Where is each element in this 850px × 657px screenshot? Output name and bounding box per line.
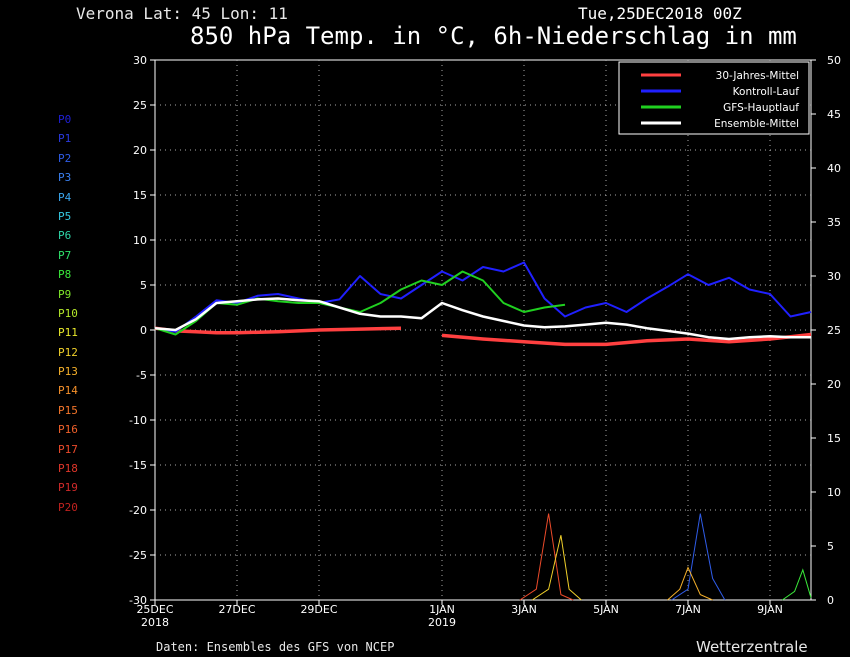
series-line-30-jahres-mittel <box>155 328 401 333</box>
precip-line-p8 <box>782 570 811 600</box>
y-right-tick-label: 20 <box>827 378 841 391</box>
y-left-tick-label: 30 <box>133 54 147 67</box>
y-left-tick-label: -15 <box>129 459 147 472</box>
data-source-note: Daten: Ensembles des GFS von NCEP <box>156 640 394 654</box>
x-tick-year-label: 2018 <box>141 616 169 629</box>
x-tick-label: 3JAN <box>511 603 537 616</box>
y-right-tick-label: 15 <box>827 432 841 445</box>
legend-label: Kontroll-Lauf <box>733 86 800 98</box>
x-tick-label: 5JAN <box>593 603 619 616</box>
x-tick-label: 1JAN <box>429 603 455 616</box>
y-right-tick-label: 10 <box>827 486 841 499</box>
y-left-tick-label: 0 <box>140 324 147 337</box>
y-right-tick-label: 25 <box>827 324 841 337</box>
series-line-kontroll-lauf <box>155 263 811 332</box>
y-left-tick-label: -10 <box>129 414 147 427</box>
brand-label: Wetterzentrale <box>696 638 808 656</box>
y-right-tick-label: 50 <box>827 54 841 67</box>
precip-line-p17 <box>520 514 573 600</box>
plot-frame <box>155 60 811 600</box>
y-right-tick-label: 30 <box>827 270 841 283</box>
y-left-tick-label: 25 <box>133 99 147 112</box>
precip-line-p2 <box>672 514 725 600</box>
y-right-tick-label: 5 <box>827 540 834 553</box>
x-tick-year-label: 2019 <box>428 616 456 629</box>
legend-label: 30-Jahres-Mittel <box>716 70 799 82</box>
x-tick-label: 29DEC <box>300 603 337 616</box>
y-left-tick-label: 5 <box>140 279 147 292</box>
legend-label: Ensemble-Mittel <box>714 118 799 130</box>
y-right-tick-label: 35 <box>827 216 841 229</box>
x-tick-label: 7JAN <box>675 603 701 616</box>
y-left-tick-label: 10 <box>133 234 147 247</box>
x-tick-label: 25DEC <box>136 603 173 616</box>
y-left-tick-label: -20 <box>129 504 147 517</box>
legend-label: GFS-Hauptlauf <box>723 102 799 114</box>
y-right-tick-label: 0 <box>827 594 834 607</box>
y-right-tick-label: 45 <box>827 108 841 121</box>
x-tick-label: 27DEC <box>218 603 255 616</box>
y-right-tick-label: 40 <box>827 162 841 175</box>
x-tick-label: 9JAN <box>757 603 783 616</box>
y-left-tick-label: 20 <box>133 144 147 157</box>
y-left-tick-label: -5 <box>136 369 147 382</box>
precip-line-p13 <box>668 568 713 600</box>
y-left-tick-label: -25 <box>129 549 147 562</box>
y-left-tick-label: 15 <box>133 189 147 202</box>
